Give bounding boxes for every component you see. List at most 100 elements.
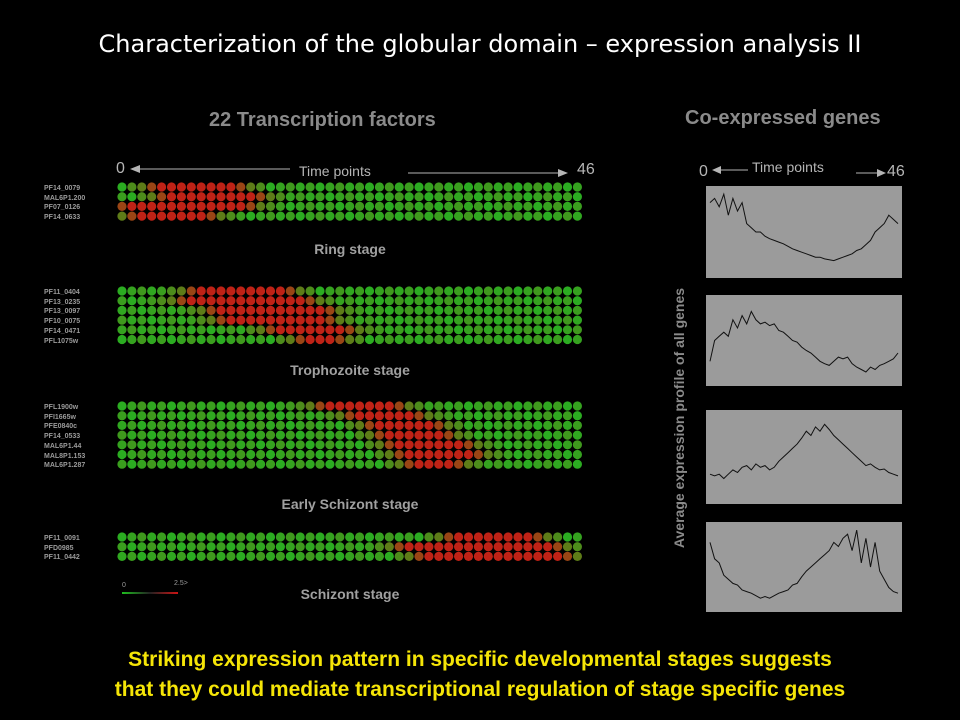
heatmap-cell <box>315 459 325 469</box>
heatmap-cell <box>305 325 315 335</box>
heatmap-cell <box>374 211 384 221</box>
heatmap-cell <box>463 325 474 335</box>
heatmap-cell <box>117 334 127 345</box>
heatmap-cell <box>384 182 394 192</box>
heatmap-cell <box>196 192 206 202</box>
heatmap-cell <box>454 401 464 411</box>
heatmap-cell <box>493 305 503 315</box>
heatmap-cell <box>236 182 246 192</box>
heatmap-cell <box>503 551 513 561</box>
heatmap-cell <box>157 420 167 430</box>
profile-panel-1 <box>706 186 902 278</box>
heatmap-cell <box>355 315 365 325</box>
heatmap-cell <box>147 296 157 306</box>
heatmap-cell <box>246 420 256 430</box>
heatmap-cell <box>572 315 582 325</box>
heatmap-cell <box>562 325 573 335</box>
heatmap-cell <box>533 401 543 411</box>
heatmap-cell <box>483 459 493 469</box>
heatmap-cell <box>305 192 315 202</box>
profile-line-4 <box>709 529 899 599</box>
heatmap-cell <box>325 411 335 421</box>
heatmap-cell <box>533 449 543 460</box>
heatmap-cell <box>335 296 345 306</box>
heatmap-cell <box>117 542 127 552</box>
gene-label: PF11_0404 <box>44 289 80 296</box>
heatmap-cell <box>414 542 424 552</box>
heatmap-cell <box>285 401 295 411</box>
heatmap-cell <box>265 325 276 335</box>
heatmap-cell <box>285 286 295 296</box>
heatmap-cell <box>305 296 315 306</box>
heatmap-cell <box>127 532 137 542</box>
heatmap-cell <box>503 532 513 542</box>
heatmap-cell <box>157 305 167 315</box>
heatmap-cell <box>454 334 464 345</box>
heatmap-cell <box>335 182 345 192</box>
heatmap-cell <box>463 532 474 542</box>
heatmap-cell <box>295 551 305 561</box>
heatmap-cell <box>246 449 256 460</box>
heatmap-cell <box>355 296 365 306</box>
gene-label: PFL1900w <box>44 404 79 411</box>
heatmap-cell <box>553 325 563 335</box>
heatmap-cell <box>454 430 464 440</box>
heatmap-cell <box>157 430 167 440</box>
heatmap-cell <box>315 440 325 450</box>
heatmap-cell <box>127 305 137 315</box>
heatmap-cell <box>206 401 216 411</box>
gene-label: PFI1665w <box>44 413 76 421</box>
heatmap-cell <box>147 325 157 335</box>
heatmap-cell <box>176 286 186 296</box>
heatmap-cell <box>473 286 483 296</box>
heatmap-cell <box>493 325 503 335</box>
heatmap-cell <box>503 192 513 202</box>
heatmap-cell <box>553 459 563 469</box>
heatmap-cell <box>275 296 285 306</box>
heatmap-cell <box>533 182 543 192</box>
heatmap-cell <box>335 542 345 552</box>
heatmap-cell <box>384 542 394 552</box>
heatmap-cell <box>315 286 325 296</box>
heatmap-cell <box>454 532 464 542</box>
heatmap-cell <box>285 459 295 469</box>
heatmap-cell <box>454 182 464 192</box>
heatmap-cell <box>285 440 295 450</box>
heatmap-cell <box>236 542 246 552</box>
heatmap-cell <box>196 334 206 345</box>
heatmap-cell <box>384 420 394 430</box>
heatmap-cell <box>117 182 127 192</box>
heatmap-cell <box>473 411 483 421</box>
scale-low-label: 0 <box>122 582 126 589</box>
heatmap-cell <box>226 401 236 411</box>
heatmap-cell <box>513 334 523 345</box>
heatmap-cell <box>553 420 563 430</box>
heatmap-cell <box>424 449 434 460</box>
heatmap-cell <box>384 411 394 421</box>
heatmap-cell <box>444 542 454 552</box>
heatmap-cell <box>394 201 404 211</box>
heatmap-cell <box>543 440 553 450</box>
heatmap-cell <box>127 420 137 430</box>
heatmap-cell <box>137 325 147 335</box>
heatmap-cell <box>345 286 355 296</box>
heatmap-cell <box>216 449 226 460</box>
heatmap-cell <box>256 334 266 345</box>
gene-label: PFD0985 <box>44 544 74 552</box>
heatmap-cell <box>315 305 325 315</box>
heatmap-cell <box>513 411 523 421</box>
heatmap-cell <box>275 449 285 460</box>
heatmap-cell <box>196 296 206 306</box>
heatmap-cell <box>226 211 236 221</box>
heatmap-cell <box>444 411 454 421</box>
profile-line-2 <box>709 310 899 373</box>
heatmap-cell <box>265 334 276 345</box>
heatmap-cell <box>315 201 325 211</box>
heatmap-cell <box>483 401 493 411</box>
heatmap-cell <box>483 315 493 325</box>
heatmap-cell <box>117 532 127 542</box>
heatmap-cell <box>503 420 513 430</box>
heatmap-cell <box>335 401 345 411</box>
heatmap-cell <box>414 325 424 335</box>
heatmap-cell <box>275 401 285 411</box>
